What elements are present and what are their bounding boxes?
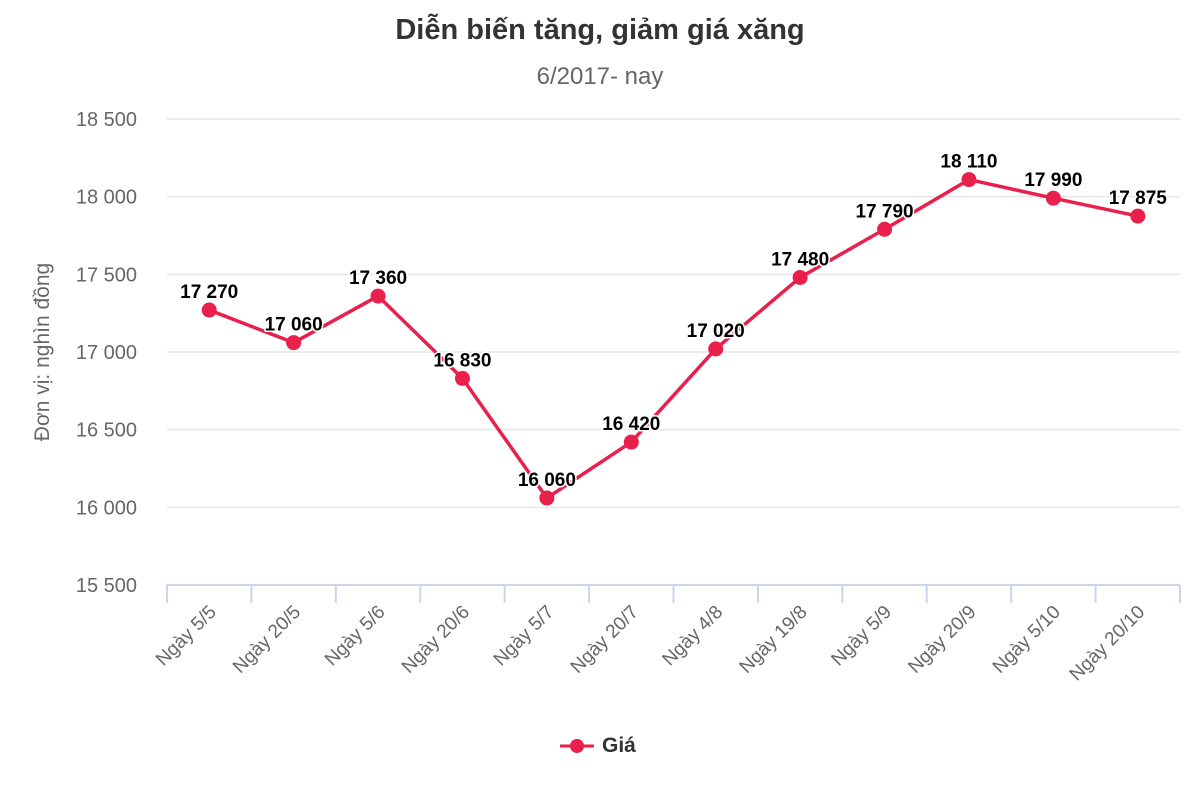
data-label: 17 360 <box>349 268 407 289</box>
y-tick-label: 17 000 <box>76 342 137 364</box>
y-tick-label: 18 000 <box>76 187 137 209</box>
y-tick-label: 15 500 <box>76 575 137 597</box>
data-point[interactable] <box>1130 208 1146 224</box>
data-label: 17 270 <box>180 282 238 303</box>
data-point[interactable] <box>1045 190 1061 206</box>
data-label: 17 480 <box>771 249 829 270</box>
x-tick-label: Ngày 5/6 <box>321 602 390 671</box>
data-point[interactable] <box>539 490 555 506</box>
x-tick-label: Ngày 19/8 <box>736 602 812 678</box>
x-tick-label: Ngày 20/5 <box>229 602 305 678</box>
data-label: 18 110 <box>940 152 997 173</box>
data-label: 16 420 <box>602 414 660 435</box>
data-point[interactable] <box>286 335 302 351</box>
data-point[interactable] <box>792 269 808 285</box>
data-point[interactable] <box>877 221 893 237</box>
y-axis: 15 500 16 000 16 500 17 000 17 500 18 000 18 5… <box>76 109 137 597</box>
chart-title: Diễn biến tăng, giảm giá xăng <box>395 14 805 46</box>
line-marker-icon <box>560 739 594 753</box>
data-point[interactable] <box>454 370 470 386</box>
series-gia[interactable] <box>201 172 1146 506</box>
data-label: 17 790 <box>855 201 913 222</box>
x-tick-label: Ngày 20/10 <box>1066 602 1150 686</box>
data-label: 17 060 <box>265 315 323 336</box>
y-tick-label: 16 000 <box>76 497 137 519</box>
x-tick-label: Ngày 5/7 <box>490 602 559 671</box>
x-tick-label: Ngày 5/5 <box>152 602 221 671</box>
data-point[interactable] <box>370 288 386 304</box>
x-tick-label: Ngày 20/6 <box>398 602 474 678</box>
x-tick-label: Ngày 20/9 <box>904 602 980 678</box>
data-label: 17 990 <box>1024 170 1082 191</box>
legend-item-gia[interactable]: Giá <box>560 734 636 758</box>
data-label: 16 830 <box>433 350 491 371</box>
series-line <box>208 177 1139 500</box>
data-labels: 17 270 17 060 17 360 16 830 16 060 16 420 17 0… <box>179 150 1169 492</box>
data-label: 17 020 <box>687 321 745 342</box>
y-tick-label: 17 500 <box>76 264 137 286</box>
data-point[interactable] <box>623 434 639 450</box>
y-axis-title: Đơn vị: nghìn đồng <box>31 263 54 441</box>
y-tick-label: 18 500 <box>76 109 137 131</box>
x-tick-label: Ngày 20/7 <box>567 602 643 678</box>
x-tick-label: Ngày 5/9 <box>827 602 896 671</box>
data-point[interactable] <box>708 341 724 357</box>
data-label: 17 875 <box>1109 188 1168 209</box>
x-tick-label: Ngày 5/10 <box>989 602 1065 678</box>
x-axis: Ngày 5/5 Ngày 20/5 Ngày 5/6 Ngày 20/6 Ngày 5… <box>152 584 1181 686</box>
data-point[interactable] <box>201 302 217 318</box>
legend-label: Giá <box>602 734 636 757</box>
gridlines <box>167 118 1180 509</box>
y-tick-label: 16 500 <box>76 420 137 442</box>
chart-subtitle: 6/2017- nay <box>536 63 664 90</box>
data-point[interactable] <box>961 172 977 188</box>
data-label: 16 060 <box>518 470 576 491</box>
x-tick-label: Ngày 4/8 <box>659 602 728 671</box>
